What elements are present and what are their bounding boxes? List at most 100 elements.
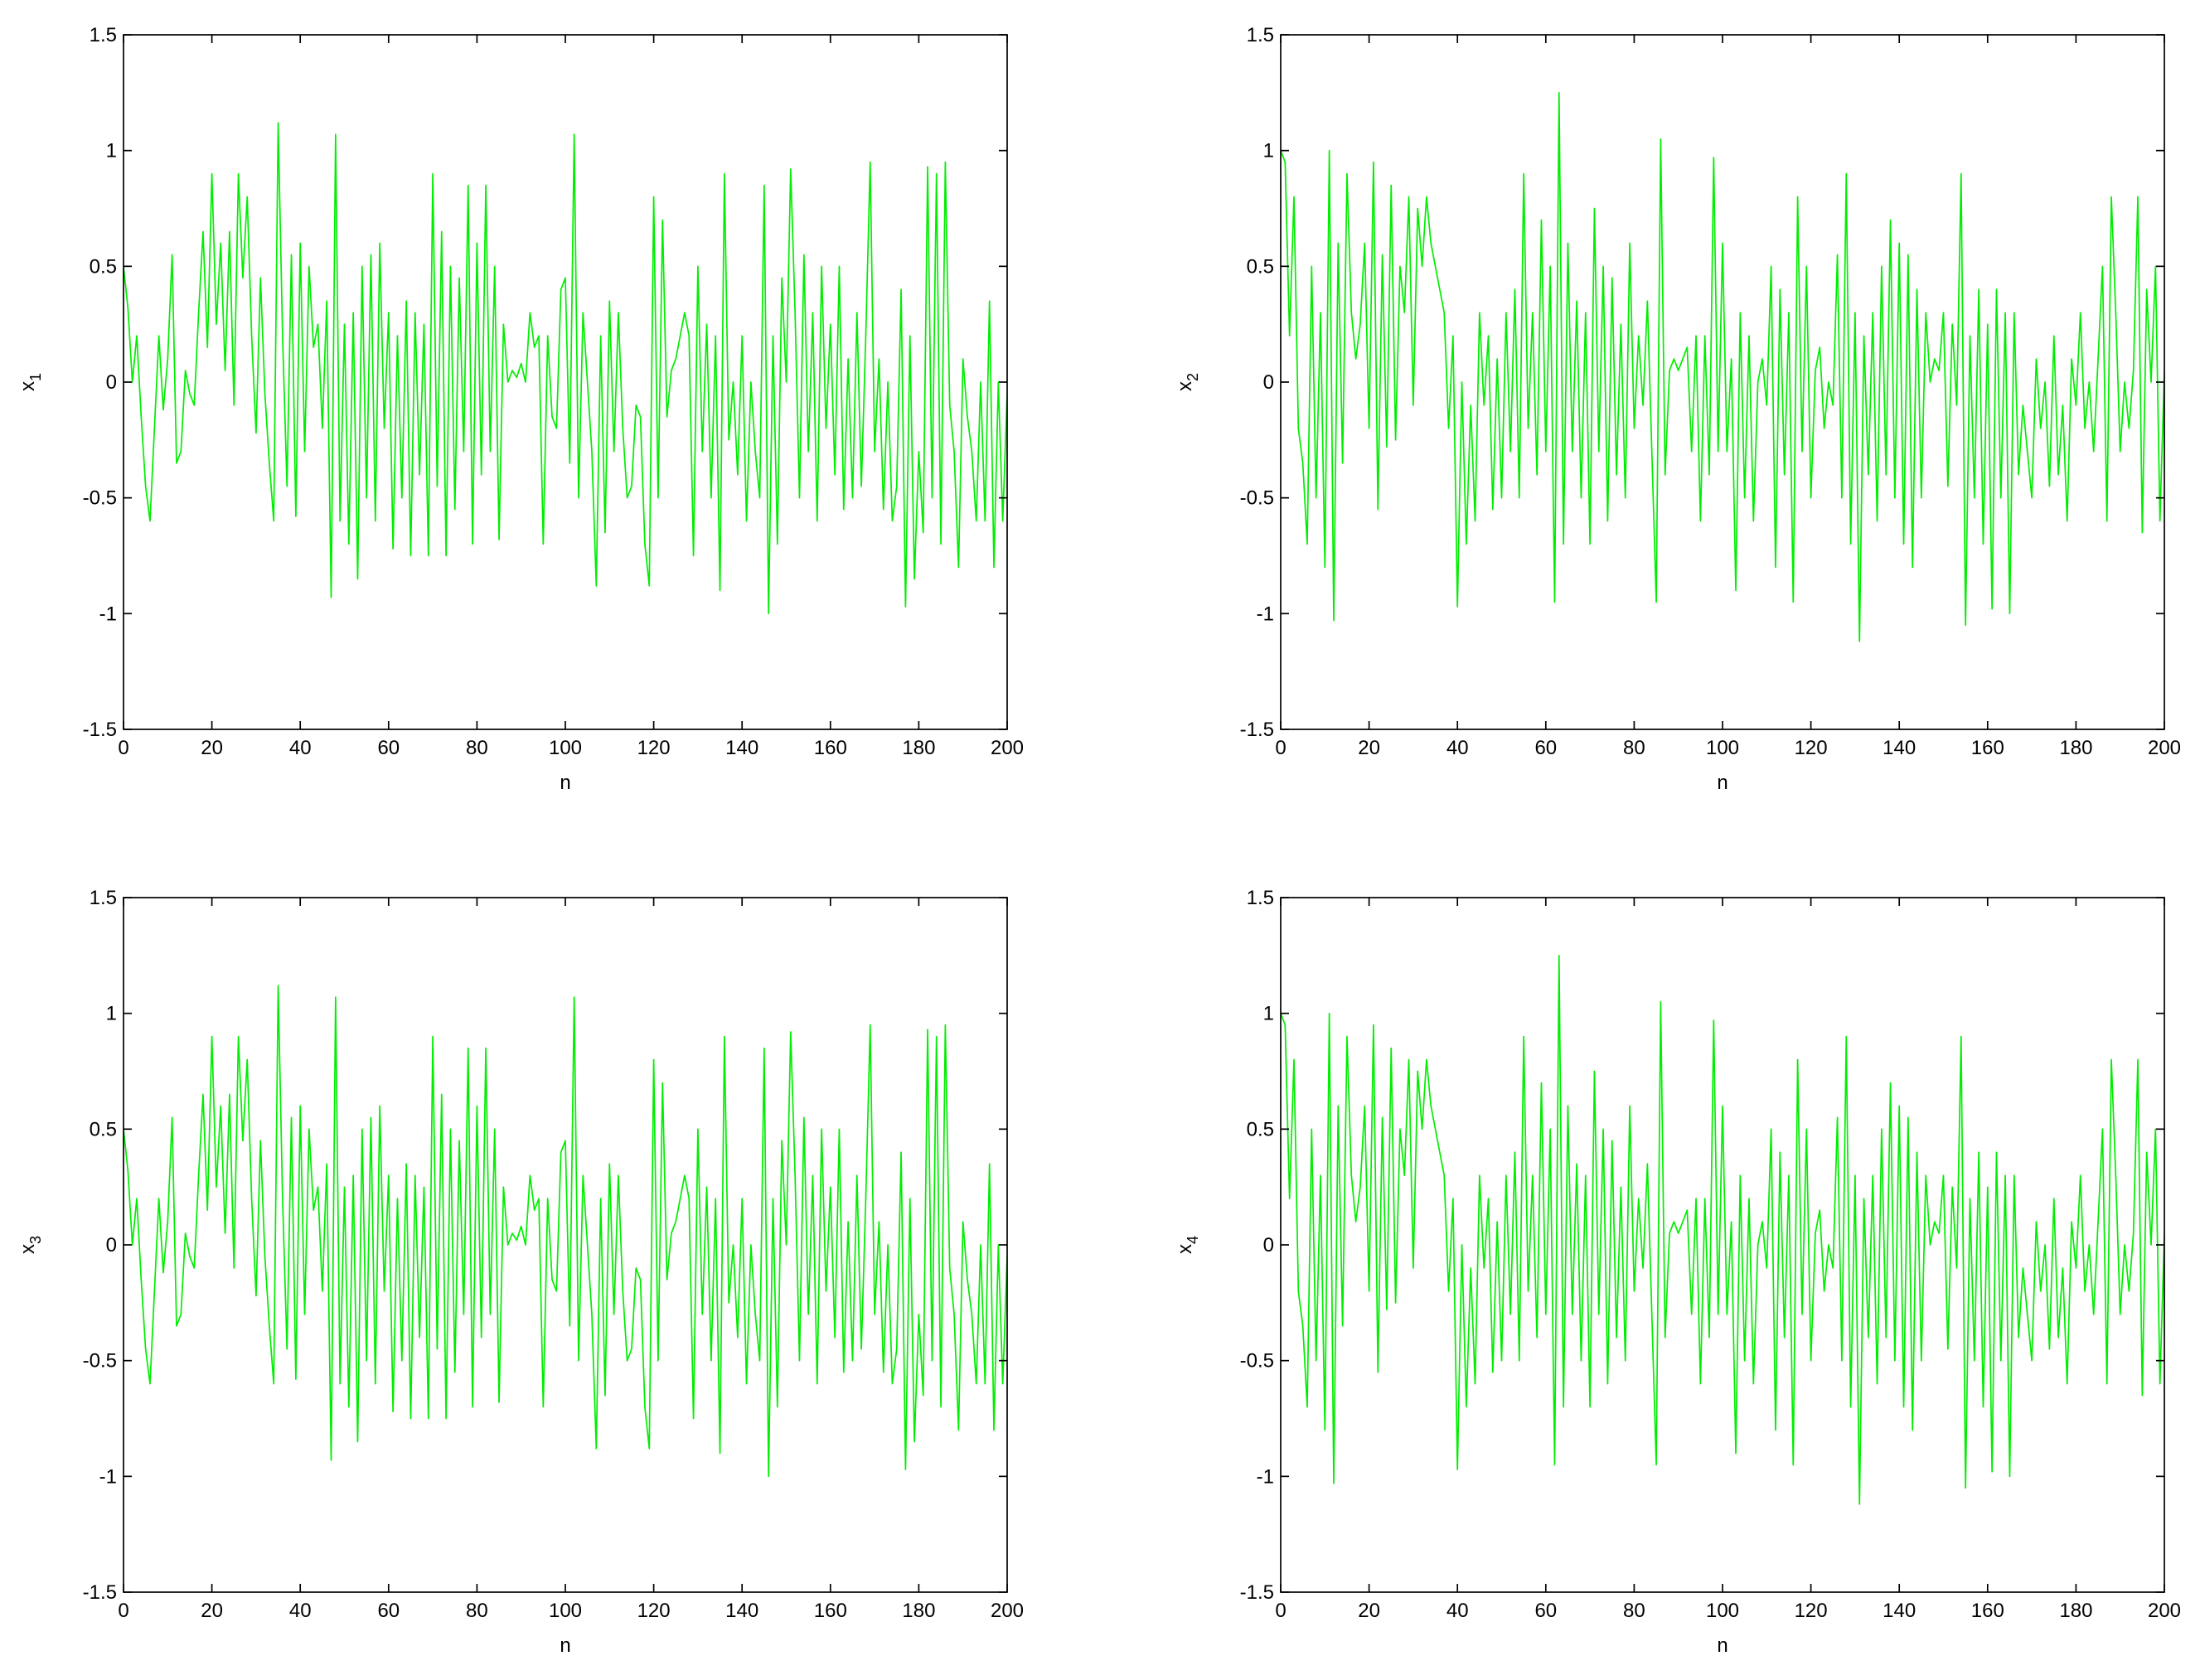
x-tick-label: 200 (2148, 1600, 2181, 1622)
x-axis-label: n (560, 1634, 570, 1657)
y-tick-label: 1.5 (90, 24, 117, 46)
y-tick-label: 1 (1263, 1003, 1274, 1025)
x-tick-label: 20 (1358, 1600, 1380, 1622)
x-axis-label: n (560, 772, 570, 794)
x-tick-label: 100 (549, 737, 582, 759)
x-tick-label: 180 (902, 1600, 935, 1622)
y-axis-label-main: x (1174, 1244, 1196, 1254)
y-axis-label-subscript: 2 (1185, 373, 1201, 381)
y-axis-label-subscript: 4 (1185, 1236, 1201, 1244)
plot-area (124, 898, 1007, 1592)
x-tick-label: 60 (1534, 737, 1557, 759)
y-tick-label: 1.5 (1247, 887, 1274, 909)
x-tick-label: 160 (1971, 1600, 2004, 1622)
subplot: 0 20 40 60 80 100 120 140 160 180 200 -1.5 -1 -0.5 0 0.… (1174, 887, 2181, 1657)
x-tick-label: 80 (466, 1600, 488, 1622)
series (1281, 91, 2164, 642)
x-tick-label: 120 (1795, 737, 1828, 759)
y-tick-label: 1 (106, 1003, 117, 1025)
y-tick-label: -1.5 (83, 1581, 117, 1604)
x-tick-label: 140 (725, 737, 758, 759)
subplot: 0 20 40 60 80 100 120 140 160 180 200 -1.5 -1 -0.5 0 0.… (17, 24, 1024, 794)
plot-area (124, 35, 1007, 729)
y-tick-label: 1.5 (1247, 24, 1274, 46)
x-tick-label: 120 (1795, 1600, 1828, 1622)
x-tick-label: 0 (118, 737, 128, 759)
data-line (1281, 954, 2164, 1505)
y-axis-label-main: x (17, 381, 39, 391)
x-tick-label: 40 (289, 737, 312, 759)
x-tick-label: 100 (1706, 737, 1739, 759)
y-tick-label: -1 (1257, 603, 1274, 625)
x-tick-label: 20 (201, 1600, 223, 1622)
y-tick-label: -1 (99, 603, 117, 625)
data-line (1281, 91, 2164, 642)
x-tick-label: 40 (1446, 737, 1469, 759)
y-tick-label: -1 (1257, 1465, 1274, 1488)
x-tick-label: 0 (1275, 1600, 1286, 1622)
x-tick-label: 100 (549, 1600, 582, 1622)
series (1281, 954, 2164, 1505)
x-tick-label: 180 (902, 737, 935, 759)
x-tick-label: 180 (2059, 1600, 2092, 1622)
x-tick-label: 140 (725, 1600, 758, 1622)
y-axis-label-subscript: 1 (27, 373, 44, 381)
data-line (124, 122, 1007, 615)
y-tick-label: -0.5 (1240, 1350, 1274, 1373)
series (124, 985, 1007, 1478)
y-tick-label: 0 (1263, 1234, 1274, 1256)
x-tick-label: 200 (991, 1600, 1024, 1622)
y-tick-label: -1.5 (1240, 1581, 1274, 1604)
x-tick-label: 20 (1358, 737, 1380, 759)
x-tick-label: 60 (377, 737, 400, 759)
x-tick-label: 160 (814, 1600, 847, 1622)
y-tick-label: 0.5 (1247, 255, 1274, 278)
y-tick-label: -0.5 (83, 487, 117, 510)
x-tick-label: 0 (1275, 737, 1286, 759)
y-tick-label: 1 (1263, 140, 1274, 162)
y-axis-label: x1 (17, 373, 44, 391)
x-tick-label: 60 (377, 1600, 400, 1622)
x-tick-label: 140 (1883, 737, 1916, 759)
series (124, 122, 1007, 615)
y-tick-label: -1.5 (1240, 719, 1274, 741)
x-tick-label: 160 (814, 737, 847, 759)
y-axis-label-subscript: 3 (27, 1236, 44, 1244)
y-tick-label: 0.5 (90, 1118, 117, 1140)
y-axis-label: x2 (1174, 373, 1201, 391)
y-tick-label: 1.5 (90, 887, 117, 909)
x-tick-label: 0 (118, 1600, 128, 1622)
x-tick-label: 40 (1446, 1600, 1469, 1622)
y-tick-label: -1.5 (83, 719, 117, 741)
x-tick-label: 80 (1623, 1600, 1645, 1622)
y-axis-label: x4 (1174, 1236, 1201, 1254)
plot-area (1281, 898, 2164, 1592)
subplot: 0 20 40 60 80 100 120 140 160 180 200 -1.5 -1 -0.5 0 0.… (1174, 24, 2181, 794)
x-tick-label: 120 (637, 737, 671, 759)
y-axis-label: x3 (17, 1236, 44, 1254)
x-axis-label: n (1717, 772, 1728, 794)
x-tick-label: 140 (1883, 1600, 1916, 1622)
y-tick-label: 1 (106, 140, 117, 162)
y-tick-label: 0 (1263, 371, 1274, 394)
y-tick-label: 0 (106, 371, 117, 394)
y-axis-label-main: x (1174, 381, 1196, 391)
x-tick-label: 60 (1534, 1600, 1557, 1622)
x-tick-label: 80 (1623, 737, 1645, 759)
y-axis-label-main: x (17, 1244, 39, 1254)
x-tick-label: 200 (991, 737, 1024, 759)
x-tick-label: 80 (466, 737, 488, 759)
y-tick-label: -0.5 (1240, 487, 1274, 510)
y-tick-label: 0.5 (1247, 1118, 1274, 1140)
y-tick-label: 0.5 (90, 255, 117, 278)
x-tick-label: 180 (2059, 737, 2092, 759)
data-line (124, 985, 1007, 1478)
x-tick-label: 200 (2148, 737, 2181, 759)
plot-area (1281, 35, 2164, 729)
y-tick-label: -1 (99, 1465, 117, 1488)
x-tick-label: 160 (1971, 737, 2004, 759)
x-tick-label: 40 (289, 1600, 312, 1622)
x-tick-label: 120 (637, 1600, 671, 1622)
